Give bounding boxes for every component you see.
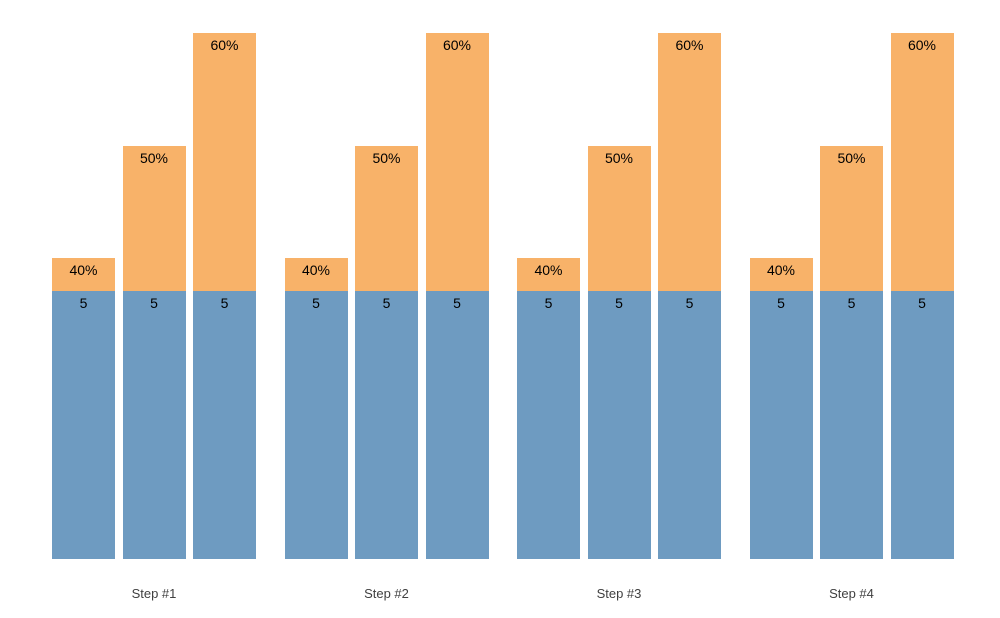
bar-top-label: 40% [301,262,331,278]
bar-base-segment: 5 [284,291,348,559]
bar-top-segment: 60% [425,33,489,291]
bar-base-label: 5 [150,295,158,311]
category-label-step4: Step #4 [829,586,874,601]
bar-base-label: 5 [220,295,229,311]
bar-base-segment: 5 [658,291,721,559]
bar-top-segment: 40% [284,258,348,291]
bar-base-label: 5 [847,295,856,311]
bar-top-label: 50% [837,150,866,166]
bar-top-label: 40% [534,262,563,278]
bar-top-segment: 40% [52,258,115,291]
bar-top-label: 60% [210,37,239,53]
bar-top-segment: 50% [820,146,883,291]
category-label-step2: Step #2 [364,586,409,601]
category-label-step1: Step #1 [131,586,177,601]
bar-base-segment: 5 [820,291,883,559]
bar-step1-60pct: 60% 5 [193,33,256,559]
bar-base-label: 5 [777,295,785,311]
category-label-step3: Step #3 [596,586,642,601]
bar-base-label: 5 [918,295,926,311]
bar-base-segment: 5 [193,291,256,559]
bar-top-label: 40% [766,262,796,278]
bar-top-label: 40% [69,262,98,278]
bar-step4-60pct: 60% 5 [890,33,954,559]
bar-top-label: 50% [139,150,169,166]
bar-base-segment: 5 [517,291,580,559]
bar-step1-40pct: 40% 5 [52,258,115,559]
bar-base-segment: 5 [749,291,813,559]
bar-top-segment: 50% [122,146,186,291]
bar-top-segment: 60% [193,33,256,291]
bar-base-segment: 5 [890,291,954,559]
bar-base-segment: 5 [355,291,418,559]
bar-base-label: 5 [615,295,623,311]
bar-top-segment: 60% [890,33,954,291]
bar-base-segment: 5 [122,291,186,559]
bar-base-label: 5 [382,295,391,311]
bar-base-segment: 5 [52,291,115,559]
bar-step2-40pct: 40% 5 [284,258,348,559]
bar-top-segment: 40% [517,258,580,291]
bar-step1-50pct: 50% 5 [122,146,186,559]
bar-step4-50pct: 50% 5 [820,146,883,559]
bar-top-segment: 50% [587,146,651,291]
bar-base-label: 5 [544,295,553,311]
bar-step3-60pct: 60% 5 [658,33,721,559]
bar-step3-50pct: 50% 5 [587,146,651,559]
bar-step4-40pct: 40% 5 [749,258,813,559]
bar-base-label: 5 [79,295,88,311]
bar-base-label: 5 [312,295,320,311]
bar-top-label: 60% [675,37,704,53]
bar-top-segment: 40% [749,258,813,291]
bar-top-label: 50% [372,150,401,166]
bar-step3-40pct: 40% 5 [517,258,580,559]
bar-top-segment: 60% [658,33,721,291]
bar-step2-60pct: 60% 5 [425,33,489,559]
bar-base-label: 5 [453,295,461,311]
bar-top-label: 50% [604,150,634,166]
bar-step2-50pct: 50% 5 [355,146,418,559]
bar-top-label: 60% [442,37,472,53]
bar-base-segment: 5 [587,291,651,559]
bar-top-label: 60% [907,37,937,53]
bar-base-label: 5 [685,295,694,311]
bar-top-segment: 50% [355,146,418,291]
bar-base-segment: 5 [425,291,489,559]
